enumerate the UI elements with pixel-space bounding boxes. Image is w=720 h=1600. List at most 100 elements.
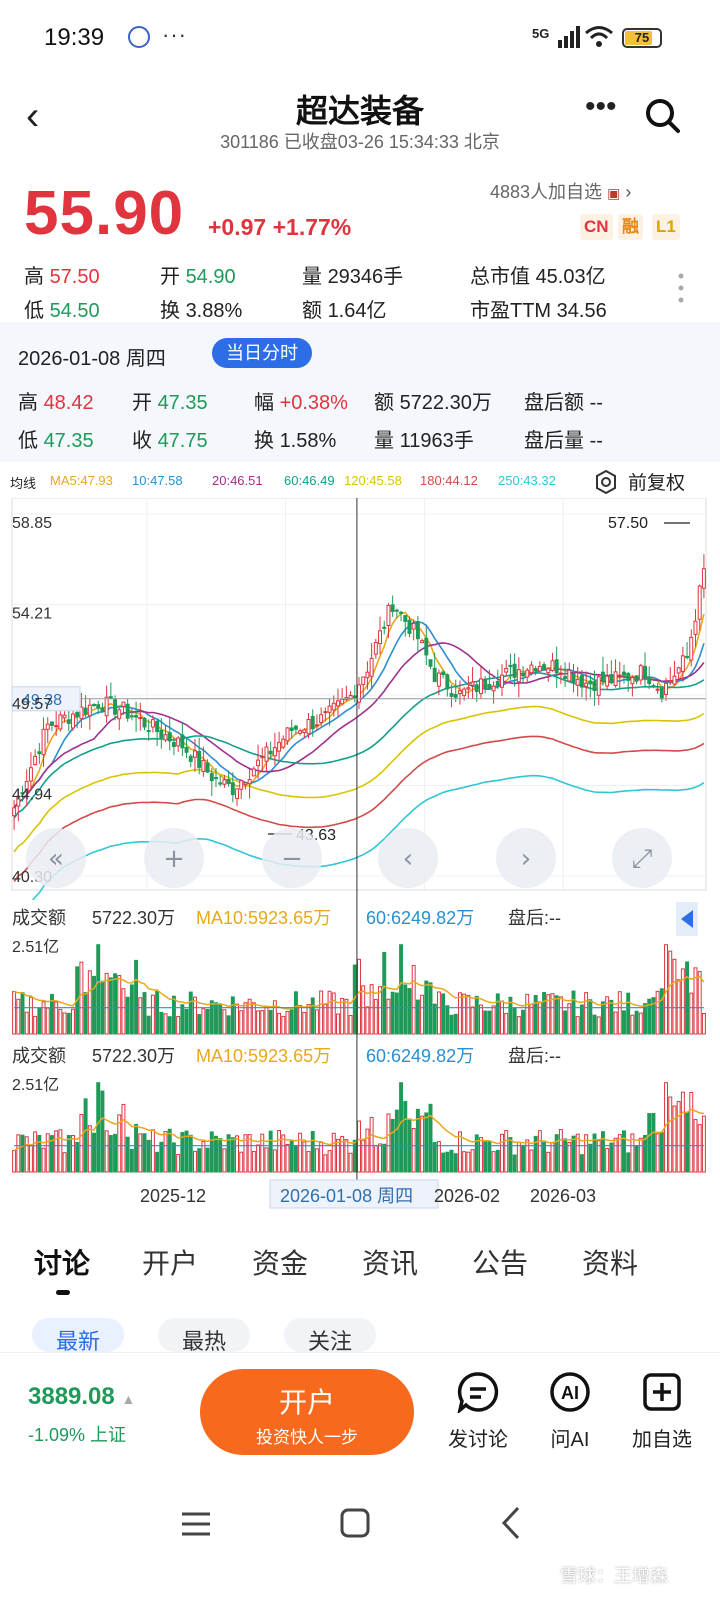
post-discussion-button[interactable]: 发讨论 [428,1371,528,1452]
volume-bar [613,1137,618,1173]
home-icon[interactable] [340,1508,370,1538]
volume-bar [20,992,25,1035]
open-account-title: 开户 [278,1387,335,1418]
candle [323,711,328,714]
back-nav-icon[interactable] [500,1506,522,1540]
volume-bar [394,992,399,1035]
volume-bar [45,1007,50,1035]
chart-control-0[interactable]: « [26,828,86,888]
tab-0[interactable]: 讨论 [34,1248,91,1279]
volume-bar [129,1148,134,1173]
ask-ai-button[interactable]: AI 问AI [520,1371,620,1452]
stats-more-icon[interactable] [676,272,686,304]
volume-bar [205,1008,210,1035]
chart-control-icon: « [48,844,64,874]
volume-bar [655,1133,660,1173]
candle [239,780,244,790]
search-icon[interactable] [645,98,681,134]
tab-4[interactable]: 公告 [472,1248,529,1279]
subtab-2[interactable]: 关注 [284,1318,377,1352]
tab-5[interactable]: 资料 [582,1248,639,1279]
chart-control-4[interactable]: › [496,828,556,888]
candle [617,674,622,677]
open-account-button[interactable]: 开户 投资快人一步 [200,1369,414,1455]
subtab-0[interactable]: 最新 [32,1318,125,1352]
volume-bar [327,990,332,1035]
candle [546,668,551,674]
tab-3[interactable]: 资讯 [362,1248,419,1279]
tab-2[interactable]: 资金 [252,1248,309,1279]
quote-stat-label: 市盈TTM [470,300,557,322]
discussion-icon [457,1372,499,1413]
chart-control-3[interactable]: ‹ [378,828,438,888]
panel-toggle-icon[interactable] [681,910,693,928]
tab-1[interactable]: 开户 [142,1248,199,1279]
max-price-label: 57.50 [608,515,648,532]
chart-control-5[interactable]: ⤢ [612,828,672,888]
volume-bar [546,1151,551,1173]
candle [188,755,193,762]
chart-control-1[interactable]: + [144,828,204,888]
volume-bar [188,991,193,1035]
ma-label: 均线 [10,476,37,491]
candle [584,682,589,687]
candle [445,674,450,690]
x-tick-label: 2026-03 [530,1186,596,1206]
volume-bar [171,995,176,1035]
index-value[interactable]: 3889.08 ▲ [28,1383,136,1410]
quote-stat-label: 开 [160,266,186,288]
volume-bar [567,1003,572,1035]
volume-bar [277,1129,282,1173]
subtab-1[interactable]: 最热 [158,1318,251,1352]
more-icon[interactable]: ••• [585,90,617,123]
volume-bar [272,1000,277,1035]
quote-stat-value: 3.88% [185,300,243,322]
add-watchlist-button[interactable]: 加自选 [612,1371,712,1452]
volume-bar [205,1147,210,1173]
volume-bar [588,999,593,1035]
volume-bar [289,1140,294,1173]
candle [474,684,479,692]
kline-chart[interactable]: 成交额 5722.30万 MA10:5923.65万 60:6249.82万 盘后:--… [0,498,720,1218]
day-stat-value: 47.75 [157,430,208,452]
candle [285,727,290,742]
volume-bar [411,1128,416,1173]
candle [495,681,500,687]
candle [83,707,88,715]
candle [399,611,404,614]
volume-header-1: 5722.30万 [92,908,175,928]
volume-bar [462,993,467,1035]
ai-icon: AI [550,1372,590,1412]
candle [247,779,252,785]
settings-icon[interactable] [594,470,618,494]
candle [352,695,357,699]
badge-cn: CN [580,214,613,240]
back-icon[interactable]: ‹ [26,94,40,138]
volume-bar [163,1013,168,1035]
wifi-icon [585,26,613,47]
volume-bar [558,996,563,1035]
volume-bar [441,1152,446,1173]
quote-stat-label: 额 [302,300,328,322]
volume-bar [58,1008,63,1035]
volume-bar [415,999,420,1035]
candle [420,640,425,644]
watchlist-count[interactable]: 4883人加自选 ▣ › [490,182,632,202]
volume-bar [83,1098,88,1173]
volume-bar [285,1010,290,1035]
candle [62,714,67,719]
bottom-bar: 3889.08 ▲ -1.09% 上证 开户 投资快人一步 发讨论 AI 问AI… [0,1352,720,1472]
quote-stat-value: 57.50 [49,266,100,288]
volume-bar [550,1142,555,1173]
chart-control-2[interactable]: − [262,828,322,888]
candle [310,715,315,730]
menu-icon[interactable] [180,1510,212,1538]
volume-bar [71,1008,75,1035]
intraday-button[interactable]: 当日分时 [212,338,312,368]
volume-bar [159,1011,164,1035]
y-tick-label: 54.21 [12,606,52,623]
volume-bar [411,964,416,1035]
volume-bar [445,1005,450,1035]
price-adjust-button[interactable]: 前复权 [628,473,686,494]
candle [605,675,610,687]
